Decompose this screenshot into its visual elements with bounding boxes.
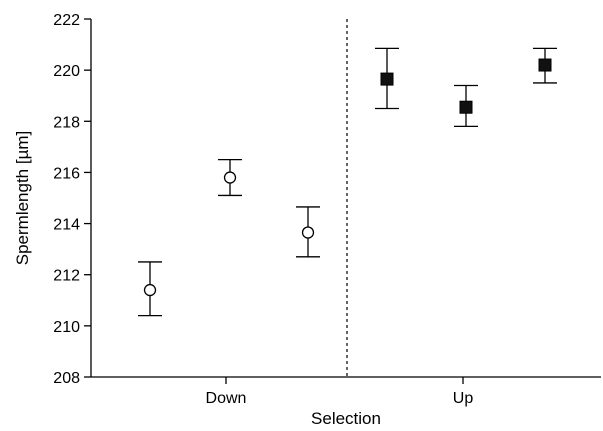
marker-open-circle [223,171,237,184]
y-tick-label: 210 [53,319,80,336]
y-tick-label: 214 [53,217,80,234]
data-point [138,261,162,317]
data-point [375,47,399,110]
y-tick-label: 212 [53,268,80,285]
data-point [454,84,478,128]
y-tick-label: 216 [53,165,80,182]
y-axis-title: Spermlength [µm] [13,131,32,266]
x-tick-label: Down [206,390,247,407]
data-point [218,158,242,197]
y-tick-label: 218 [53,114,80,131]
marker-open-circle [143,283,157,297]
x-tick-label: Up [453,390,474,407]
y-tick-label: 208 [53,370,80,387]
data-point [533,47,557,84]
marker-filled-square [459,100,473,114]
x-axis-title: Selection [311,409,381,428]
axes [90,19,601,378]
data-point [296,206,320,258]
marker-filled-square [380,72,394,86]
marker-filled-square [538,58,552,72]
marker-open-circle [301,226,315,239]
y-tick-label: 220 [53,63,80,80]
data-points [138,47,557,317]
x-ticks: Down Up [206,377,474,407]
y-tick-label: 222 [53,12,80,29]
y-ticks: 208 210 212 214 216 218 220 222 [53,12,91,387]
